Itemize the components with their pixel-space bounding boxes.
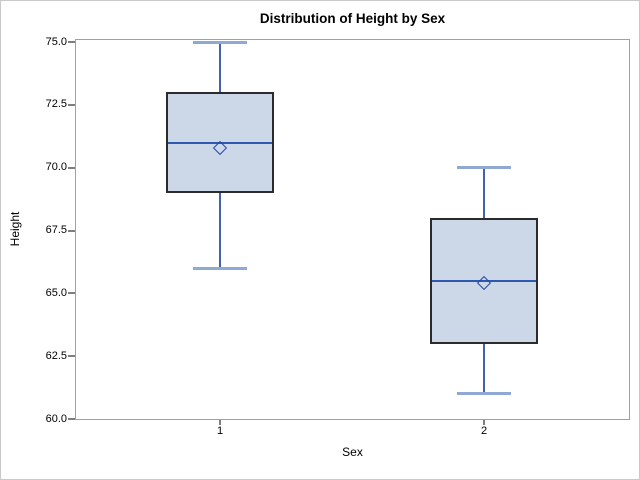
whisker-line (483, 167, 485, 218)
y-tick-mark (68, 229, 75, 232)
whisker-line (219, 42, 221, 93)
plot-area (75, 39, 630, 420)
y-tick-label: 62.5 (45, 349, 67, 362)
x-axis-label: Sex (342, 445, 363, 459)
x-tick-mark (483, 420, 485, 425)
y-tick-label: 72.5 (45, 98, 67, 111)
y-tick-mark (68, 166, 75, 169)
whisker-cap (193, 266, 247, 270)
y-tick-label: 65.0 (45, 286, 67, 299)
chart-title: Distribution of Height by Sex (259, 11, 446, 26)
y-tick-label: 60.0 (45, 412, 67, 425)
y-tick-mark (68, 41, 75, 43)
median-line (432, 279, 536, 282)
y-tick-mark (68, 103, 75, 106)
whisker-line (483, 343, 485, 394)
x-tick-label: 2 (480, 425, 488, 437)
y-tick-label: 75.0 (45, 35, 67, 48)
whisker-cap (457, 166, 511, 170)
x-tick-label: 1 (216, 425, 224, 437)
y-tick-mark (68, 355, 75, 358)
x-tick-mark (219, 420, 221, 425)
whisker-cap (193, 40, 247, 44)
median-line (168, 141, 272, 144)
whisker-line (219, 192, 221, 269)
y-tick-label: 67.5 (45, 224, 67, 236)
y-tick-mark (68, 418, 75, 420)
y-tick-label: 70.0 (45, 161, 67, 174)
y-tick-mark (68, 292, 75, 295)
whisker-cap (457, 392, 511, 396)
